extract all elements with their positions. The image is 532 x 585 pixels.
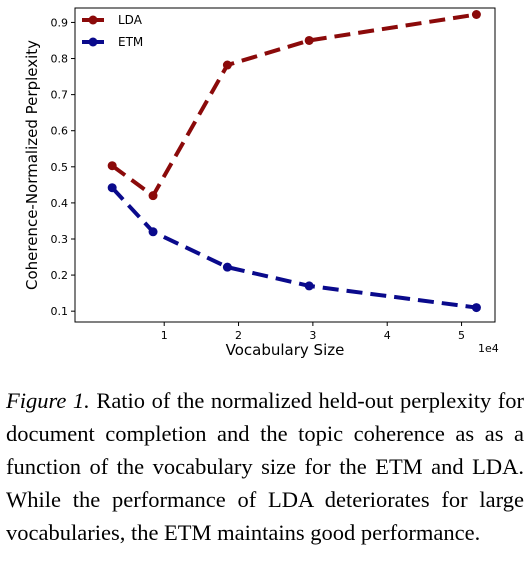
- y-tick-label: 0.4: [51, 197, 69, 210]
- plot-frame: [74, 7, 496, 323]
- x-axis-offset-label: 1e4: [478, 342, 499, 355]
- y-tick-label: 0.8: [51, 53, 69, 66]
- data-point-lda: [304, 35, 314, 45]
- chart: 1 2 3 4 5 0.1 0.2 0.3 0.4 0.5 0.6 0.7 0.8 0.9 Vocabula…: [23, 7, 499, 359]
- figure-caption: Figure 1. Ratio of the normalized held-o…: [6, 384, 524, 549]
- y-tick-label: 0.7: [51, 89, 69, 102]
- legend: LDA ETM: [82, 13, 143, 49]
- legend-swatch-marker: [88, 37, 98, 47]
- data-point-etm: [471, 303, 481, 313]
- series-lda: [107, 9, 481, 201]
- x-tick-label: 2: [235, 329, 242, 342]
- y-tick-label: 0.1: [51, 305, 69, 318]
- x-tick-label: 5: [458, 329, 465, 342]
- y-tick-label: 0.3: [51, 233, 69, 246]
- y-axis-label: Coherence-Normalized Perplexity: [23, 40, 41, 290]
- legend-label-etm: ETM: [118, 35, 143, 49]
- x-tick-label: 3: [309, 329, 316, 342]
- data-point-etm: [222, 262, 232, 272]
- caption-text: Ratio of the normalized held-out perplex…: [6, 388, 525, 545]
- series-lines: [107, 9, 481, 313]
- data-point-lda: [222, 60, 232, 70]
- x-tick-label: 4: [384, 329, 391, 342]
- y-tick-label: 0.5: [51, 161, 69, 174]
- series-line-etm: [110, 186, 477, 310]
- data-point-etm: [107, 183, 117, 193]
- y-tick-label: 0.2: [51, 269, 69, 282]
- series-etm: [107, 183, 481, 313]
- y-tick-label: 0.9: [51, 16, 69, 29]
- data-point-etm: [304, 281, 314, 291]
- data-point-lda: [148, 191, 158, 201]
- x-tick-label: 1: [161, 329, 168, 342]
- legend-swatch-marker: [88, 15, 98, 25]
- axes: 1 2 3 4 5 0.1 0.2 0.3 0.4 0.5 0.6 0.7 0.8 0.9 Vocabula…: [23, 7, 499, 359]
- data-point-lda: [107, 161, 117, 171]
- caption-label: Figure 1.: [6, 388, 90, 413]
- series-line-lda: [110, 12, 477, 198]
- legend-label-lda: LDA: [118, 13, 143, 27]
- x-axis-label: Vocabulary Size: [226, 341, 345, 359]
- y-tick-label: 0.6: [51, 125, 69, 138]
- data-point-etm: [148, 227, 158, 237]
- data-point-lda: [471, 9, 481, 19]
